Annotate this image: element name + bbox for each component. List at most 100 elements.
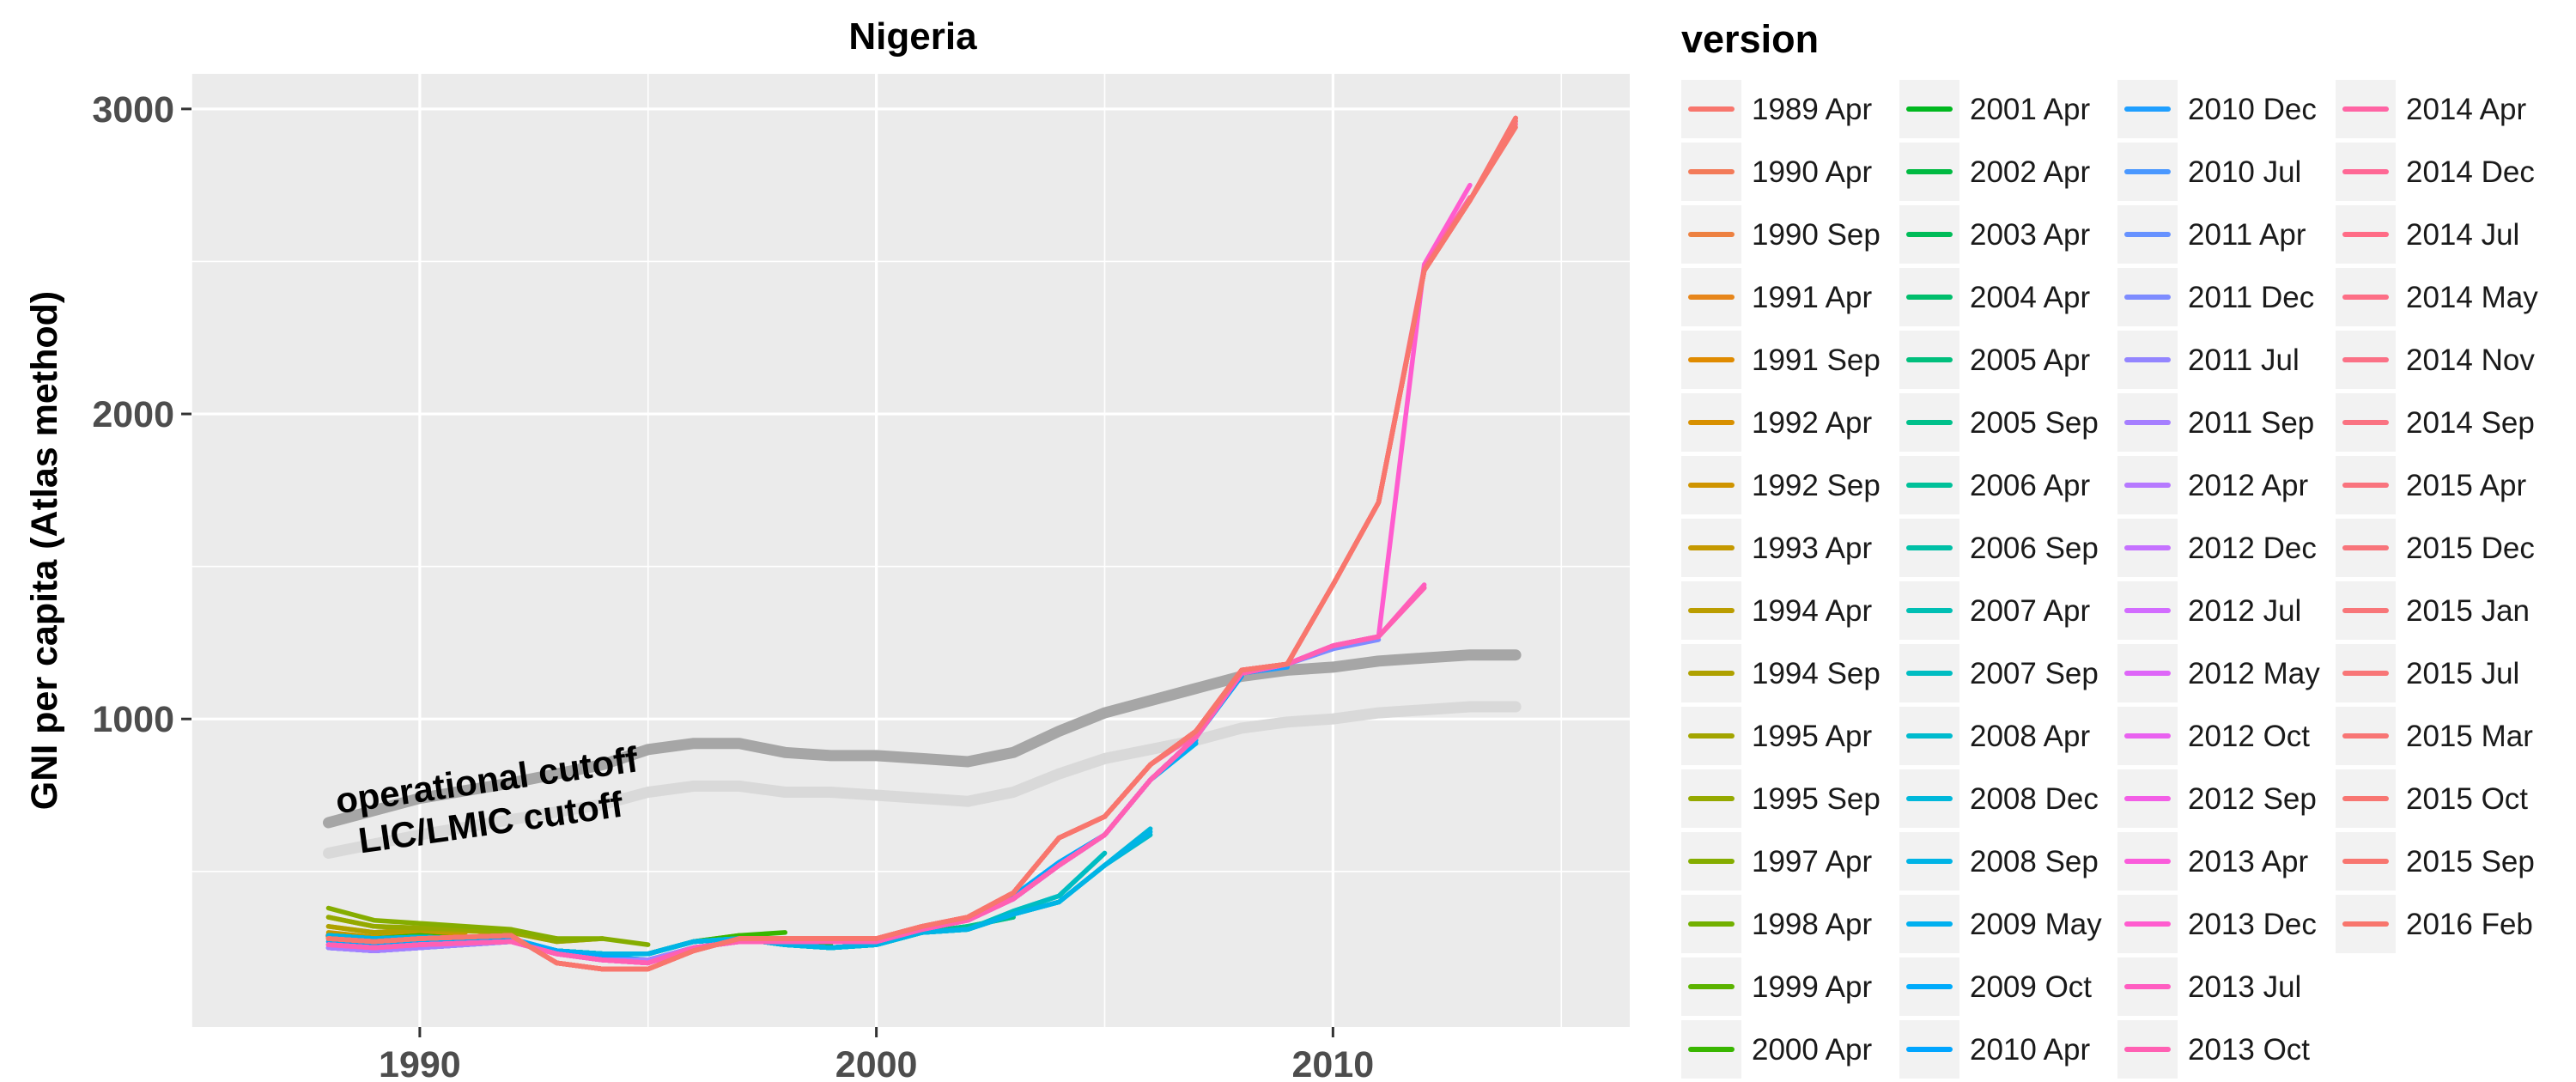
legend-key	[2336, 393, 2396, 452]
legend-key	[2336, 707, 2396, 765]
legend-key	[1681, 1020, 1741, 1079]
legend-key	[2117, 769, 2178, 828]
legend-swatch	[1688, 796, 1735, 801]
legend-key	[2336, 205, 2396, 264]
legend-label: 2013 Jul	[2188, 970, 2302, 1004]
legend-swatch	[1906, 420, 1953, 425]
legend-label: 2012 Sep	[2188, 782, 2317, 816]
legend-key	[1681, 581, 1741, 640]
legend-item: 1994 Sep	[1681, 641, 1900, 704]
legend-swatch	[1906, 984, 1953, 989]
legend-item: 2014 May	[2336, 265, 2555, 328]
legend-key	[2117, 957, 2178, 1016]
legend-swatch	[2124, 921, 2171, 927]
legend-item: 1991 Sep	[1681, 328, 1900, 391]
legend-swatch	[1688, 169, 1735, 174]
legend-key	[1681, 644, 1741, 702]
grid-lines	[191, 74, 1630, 1027]
legend-item: 2007 Sep	[1899, 641, 2118, 704]
legend-swatch	[2124, 169, 2171, 174]
legend-swatch	[2342, 169, 2389, 174]
legend-swatch	[2342, 357, 2389, 362]
legend-label: 2012 Dec	[2188, 532, 2317, 565]
legend-key	[1681, 895, 1741, 953]
legend-label: 2015 Apr	[2406, 469, 2527, 502]
legend-key	[1681, 957, 1741, 1016]
legend-key	[1681, 832, 1741, 891]
legend-item: 2015 Jul	[2336, 641, 2555, 704]
legend-swatch	[2124, 671, 2171, 676]
legend-key	[1899, 80, 1959, 138]
legend-label: 2015 Sep	[2406, 845, 2535, 878]
legend-label: 2015 Jan	[2406, 594, 2530, 628]
legend-label: 2014 Jul	[2406, 218, 2520, 252]
legend-swatch	[1688, 984, 1735, 989]
legend-label: 1995 Apr	[1752, 720, 1873, 753]
legend-key	[1899, 1020, 1959, 1079]
legend-swatch	[1688, 1047, 1735, 1052]
legend-label: 2005 Sep	[1970, 406, 2099, 440]
legend-label: 1997 Apr	[1752, 845, 1873, 878]
legend-item: 2010 Dec	[2117, 77, 2336, 140]
plot-panel	[191, 74, 1630, 1027]
legend-swatch	[2124, 545, 2171, 550]
threshold-line	[323, 649, 1522, 829]
legend-label: 2009 May	[1970, 908, 2102, 941]
legend-item: 1992 Apr	[1681, 391, 1900, 453]
legend-item: 1999 Apr	[1681, 955, 1900, 1018]
legend-swatch	[1906, 733, 1953, 739]
legend-swatch	[2342, 921, 2389, 927]
legend-item: 2007 Apr	[1899, 579, 2118, 641]
legend-swatch	[1906, 483, 1953, 488]
legend-swatch	[2124, 608, 2171, 613]
legend-label: 1994 Apr	[1752, 594, 1873, 628]
legend-item: 2015 Sep	[2336, 830, 2555, 892]
legend-item: 2013 Oct	[2117, 1018, 2336, 1080]
legend-item: 2009 May	[1899, 892, 2118, 955]
legend-item: 1992 Sep	[1681, 453, 1900, 516]
legend-swatch	[1906, 1047, 1953, 1052]
legend-key	[2117, 268, 2178, 326]
series-line	[325, 905, 651, 947]
legend-label: 2006 Sep	[1970, 532, 2099, 565]
legend-swatch	[2342, 420, 2389, 425]
legend-key	[2336, 143, 2396, 201]
series-line	[325, 125, 1518, 972]
legend-swatch	[2124, 295, 2171, 300]
legend-swatch	[1688, 420, 1735, 425]
legend-label: 2005 Apr	[1970, 343, 2091, 377]
legend-label: 1990 Sep	[1752, 218, 1880, 252]
legend-item: 2013 Dec	[2117, 892, 2336, 955]
legend-swatch	[1688, 295, 1735, 300]
legend-item: 2002 Apr	[1899, 140, 2118, 203]
legend-item: 2013 Jul	[2117, 955, 2336, 1018]
legend-key	[1899, 832, 1959, 891]
legend-item: 1991 Apr	[1681, 265, 1900, 328]
threshold-line	[323, 701, 1522, 859]
legend-swatch	[1906, 796, 1953, 801]
legend-label: 2012 Jul	[2188, 594, 2302, 628]
legend-key	[2336, 456, 2396, 514]
axes: 1990 2000 2010 1000 2000 3000	[92, 89, 1374, 1082]
legend-label: 2014 Nov	[2406, 343, 2535, 377]
series-lines	[325, 115, 1518, 972]
legend-key	[2117, 519, 2178, 577]
legend-item: 2015 Apr	[2336, 453, 2555, 516]
legend-label: 1989 Apr	[1752, 93, 1873, 126]
legend-key	[1899, 143, 1959, 201]
legend-item: 2012 Jul	[2117, 579, 2336, 641]
legend-label: 2014 Sep	[2406, 406, 2535, 440]
legend-item: 2011 Sep	[2117, 391, 2336, 453]
legend-item: 1997 Apr	[1681, 830, 1900, 892]
legend-swatch	[1906, 545, 1953, 550]
legend-item: 2009 Oct	[1899, 955, 2118, 1018]
legend-label: 2008 Apr	[1970, 720, 2091, 753]
legend-item: 1990 Sep	[1681, 203, 1900, 265]
legend-key	[1681, 769, 1741, 828]
legend-key	[1681, 205, 1741, 264]
legend-key	[2117, 1020, 2178, 1079]
legend-key	[2117, 707, 2178, 765]
legend-key	[2336, 769, 2396, 828]
legend-swatch	[2124, 796, 2171, 801]
